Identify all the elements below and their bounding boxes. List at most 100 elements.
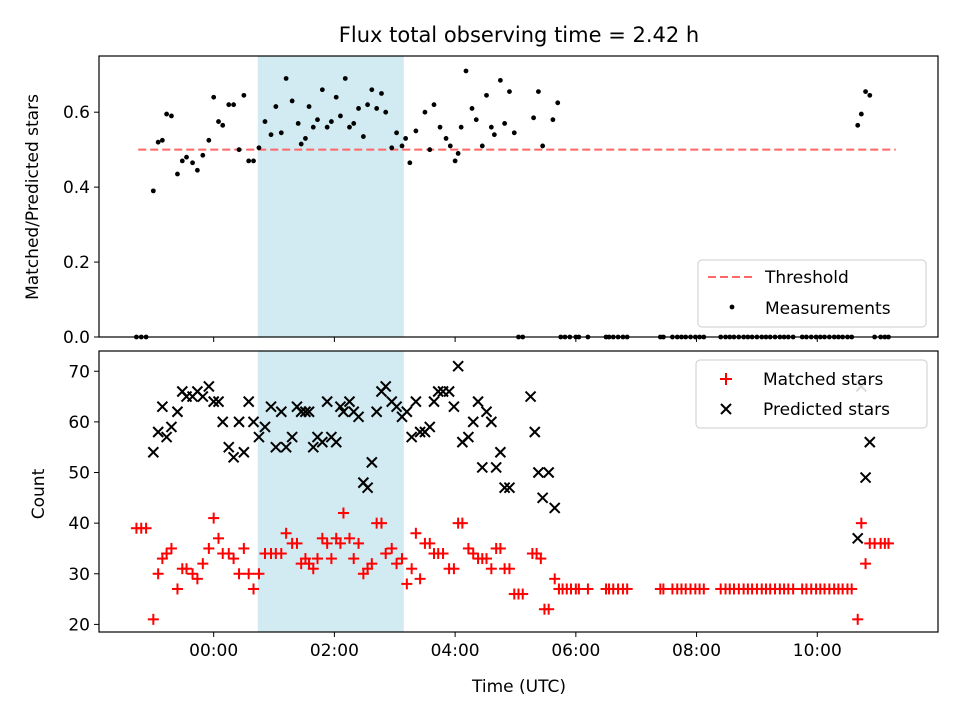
measurement-point [220,123,225,128]
measurement-point [241,93,246,98]
measurement-point [423,110,428,115]
measurement-point [237,147,242,152]
measurement-point [263,119,268,124]
measurement-point [369,87,374,92]
measurement-point [863,89,868,94]
legend: Threshold Measurements [698,260,926,327]
y-tick-label: 30 [68,565,90,585]
measurement-point [551,117,556,122]
measurement-point [347,125,352,130]
measurement-point [307,104,312,109]
measurement-point [296,121,301,126]
measurement-point [394,130,399,135]
y-tick-label: 0.0 [63,328,90,348]
y-axis-label: Matched/Predicted stars [23,94,43,300]
measurement-point [498,78,503,83]
measurement-point [456,151,461,156]
measurement-point [484,93,489,98]
measurement-point [480,144,485,149]
legend-predicted-label: Predicted stars [763,400,890,420]
measurement-point [867,93,872,98]
y-axis-label: Count [29,468,49,519]
shaded-interval [258,56,404,337]
measurement-point [156,140,161,145]
measurement-point [507,89,512,94]
chart-title: Flux total observing time = 2.42 h [339,23,699,47]
figure: Flux total observing time = 2.42 h 0.0 0.… [0,0,960,720]
measurement-point [356,106,361,111]
y-tick-label: 20 [68,615,90,635]
x-tick-label: 10:00 [793,641,842,661]
y-tick-label: 60 [68,413,90,433]
measurement-point [459,125,464,130]
measurement-point [279,130,284,135]
y-tick-label: 0.6 [63,103,90,123]
measurement-point [855,123,860,128]
measurement-point [160,138,165,143]
measurement-point [284,76,289,81]
legend-matched-label: Matched stars [763,370,883,390]
measurement-point [489,125,494,130]
measurement-point [311,125,316,130]
measurement-point [216,119,221,124]
measurement-point [400,144,405,149]
measurement-point [169,114,174,119]
measurement-point [290,99,295,104]
measurement-point [320,87,325,92]
measurement-point [492,132,497,137]
measurement-point [536,89,541,94]
measurement-point [361,134,366,139]
measurement-point [403,136,408,141]
measurement-point [432,102,437,107]
measurement-point [859,112,864,117]
measurement-point [246,159,251,164]
measurement-point [453,159,458,164]
x-tick-label: 06:00 [551,641,600,661]
y-tick-label: 0.4 [63,178,90,198]
measurement-point [200,153,205,158]
measurement-point [555,100,560,105]
legend-threshold-label: Threshold [764,268,849,288]
legend-measurements-label: Measurements [765,299,891,319]
measurement-point [502,121,507,126]
measurement-point [338,114,343,119]
measurement-point [448,144,453,149]
measurement-point [474,117,479,122]
y-tick-label: 70 [68,362,90,382]
measurement-point [444,136,449,141]
measurement-point [374,106,379,111]
measurement-point [383,110,388,115]
measurement-point [329,119,334,124]
measurement-point [184,155,189,160]
measurement-point [175,172,180,177]
measurement-point [226,102,231,107]
measurement-point [190,160,195,165]
measurement-point [251,159,256,164]
measurement-point [206,138,211,143]
measurement-point [257,145,262,150]
measurement-point [299,142,304,147]
measurement-point [303,136,308,141]
legend-measurements-swatch [730,305,735,310]
measurement-point [343,76,348,81]
measurement-point [438,125,443,130]
measurement-point [407,160,412,165]
measurement-point [164,112,169,117]
measurement-point [231,102,236,107]
measurement-point [464,69,469,74]
x-tick-label: 02:00 [310,641,359,661]
y-tick-label: 50 [68,464,90,484]
measurement-point [470,106,475,111]
measurement-point [325,125,330,130]
measurement-point [413,129,418,134]
measurement-point [531,115,536,120]
measurement-point [151,188,156,193]
measurement-point [365,102,370,107]
measurement-point [540,144,545,149]
measurement-point [315,117,320,122]
measurement-point [427,147,432,152]
measurement-point [334,95,339,100]
measurement-point [389,145,394,150]
y-tick-label: 0.2 [63,253,90,273]
y-tick-label: 40 [68,514,90,534]
